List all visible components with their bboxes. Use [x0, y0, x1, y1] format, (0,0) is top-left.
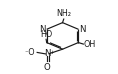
- Text: HO: HO: [40, 30, 52, 39]
- Text: N: N: [39, 25, 46, 34]
- Text: N: N: [44, 49, 51, 58]
- Text: N: N: [80, 25, 86, 34]
- Text: O: O: [44, 63, 51, 72]
- Text: ⁻O: ⁻O: [24, 48, 35, 57]
- Text: NH₂: NH₂: [56, 9, 71, 18]
- Text: OH: OH: [84, 40, 96, 49]
- Text: +: +: [50, 50, 55, 55]
